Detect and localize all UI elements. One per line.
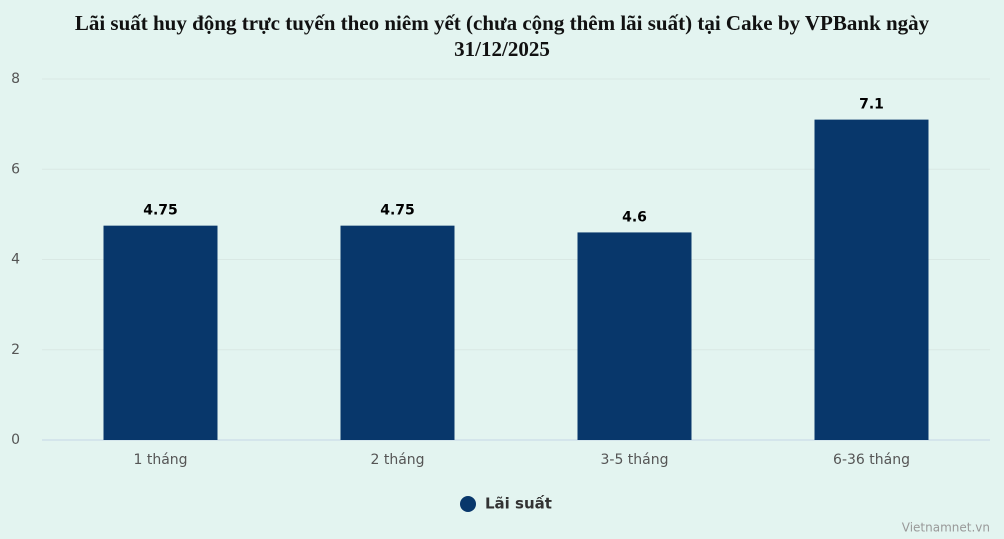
credit: Vietnamnet.vn xyxy=(902,521,990,535)
data-label: 4.75 xyxy=(380,203,415,219)
legend-label: Lãi suất xyxy=(485,495,552,513)
bar xyxy=(577,232,692,440)
x-tick-label: 2 tháng xyxy=(370,452,424,468)
bar xyxy=(103,225,218,440)
y-tick-label: 6 xyxy=(11,161,20,177)
legend-marker xyxy=(460,496,476,512)
chart-title: Lãi suất huy động trực tuyến theo niêm y… xyxy=(74,11,930,61)
y-tick-label: 8 xyxy=(11,71,20,87)
y-tick-label: 2 xyxy=(11,342,20,358)
x-tick-label: 6-36 tháng xyxy=(833,452,910,468)
y-tick-label: 4 xyxy=(11,252,20,268)
x-tick-label: 1 tháng xyxy=(133,452,187,468)
data-label: 4.75 xyxy=(143,203,178,219)
bar xyxy=(814,119,929,441)
x-tick-label: 3-5 tháng xyxy=(600,452,668,468)
data-label: 4.6 xyxy=(622,209,647,225)
y-tick-label: 0 xyxy=(11,432,20,448)
data-label: 7.1 xyxy=(859,97,884,113)
bar xyxy=(340,225,455,440)
